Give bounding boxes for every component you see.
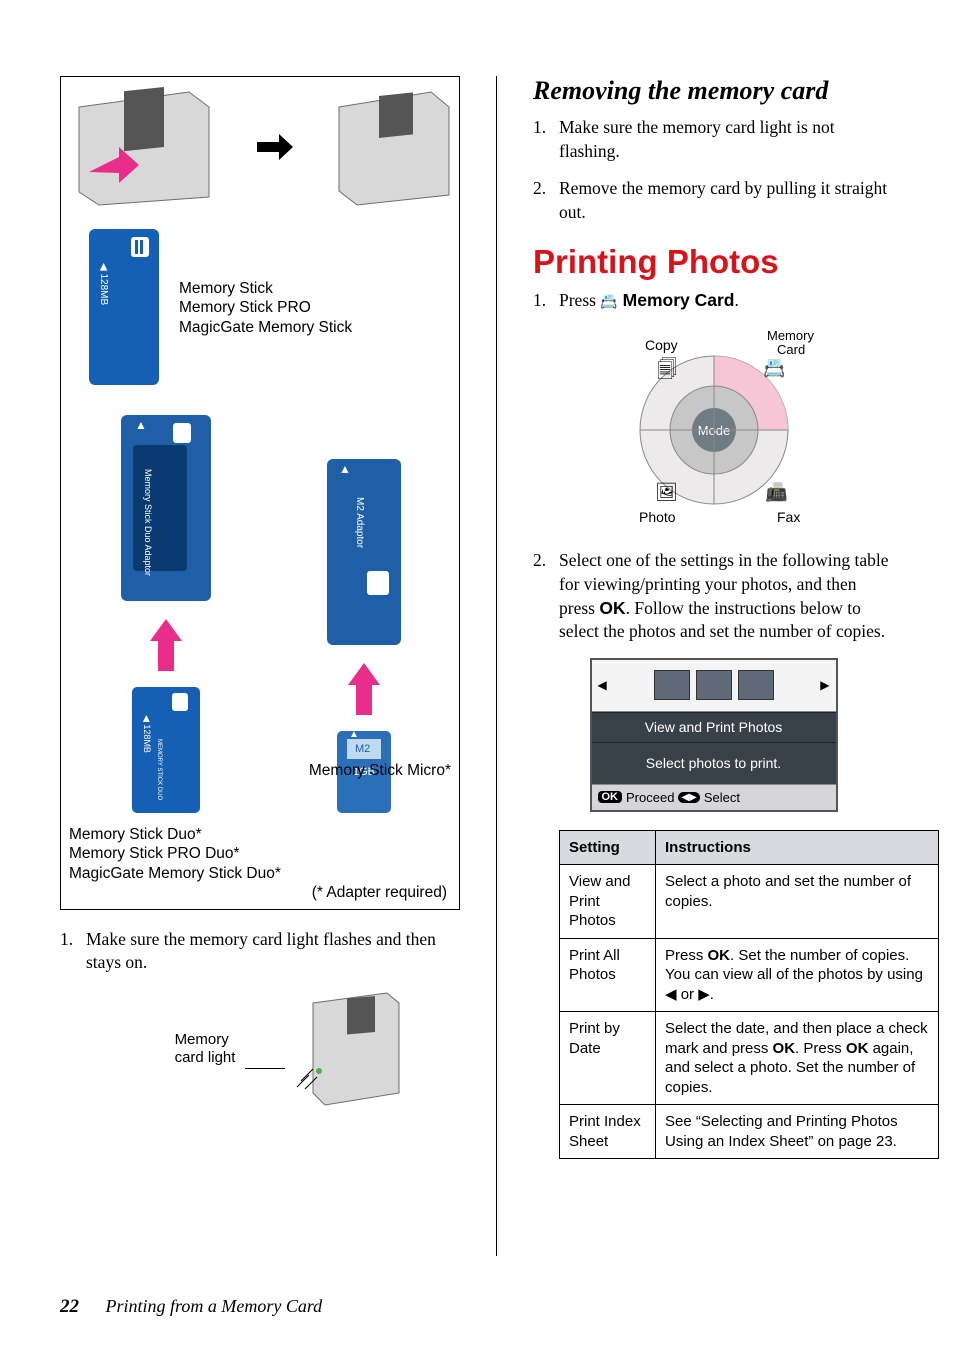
memory-stick-labels: Memory Stick Memory Stick PRO MagicGate … xyxy=(179,279,352,337)
memory-card-compatibility-box: ◀ 128MB Memory Stick Memory Stick PRO Ma… xyxy=(60,76,460,910)
svg-text:Copy: Copy xyxy=(645,337,678,353)
svg-text:Memory: Memory xyxy=(767,328,814,343)
column-divider xyxy=(496,76,497,1256)
table-row: View and Print Photos Select a photo and… xyxy=(560,865,939,939)
table-row: Print by Date Select the date, and then … xyxy=(560,1012,939,1105)
settings-header-setting: Setting xyxy=(560,830,656,865)
svg-text:▲: ▲ xyxy=(339,462,351,476)
printing-step-1: Press 📇 Memory Card. xyxy=(533,289,894,313)
ms-duo-labels: Memory Stick Duo* Memory Stick PRO Duo* … xyxy=(69,825,281,883)
svg-text:🗐: 🗐 xyxy=(657,357,677,381)
svg-text:▲: ▲ xyxy=(135,418,147,432)
left-step-2: Make sure the memory card light flashes … xyxy=(60,928,460,975)
right-arrow-icon xyxy=(255,132,295,162)
up-arrow-icon xyxy=(146,617,186,673)
svg-text:MEMORY STICK DUO: MEMORY STICK DUO xyxy=(156,739,162,800)
card-reader-light-illustration xyxy=(295,989,405,1109)
lcd-row-2: Select photos to print. xyxy=(592,742,836,784)
removing-heading: Removing the memory card xyxy=(533,76,894,106)
settings-header-instructions: Instructions xyxy=(656,830,939,865)
ms-micro-label: Memory Stick Micro* xyxy=(309,761,451,780)
callout-line xyxy=(245,1068,285,1069)
svg-text:📇: 📇 xyxy=(763,358,785,378)
svg-text:🖼: 🖼 xyxy=(655,482,678,502)
m2-adaptor-illustration: M2 Adaptor ▲ xyxy=(309,453,419,653)
removing-step-2: Remove the memory card by pulling it str… xyxy=(533,177,894,224)
lcd-row-1: View and Print Photos xyxy=(592,712,836,742)
lcd-preview: View and Print Photos Select photos to p… xyxy=(590,658,838,812)
svg-text:M2: M2 xyxy=(355,743,370,755)
card-slot-insert-illustration xyxy=(69,87,219,207)
memory-stick-illustration: ◀ 128MB xyxy=(69,223,179,393)
settings-table: Setting Instructions View and Print Phot… xyxy=(559,830,939,1160)
lcd-proceed-text: Proceed xyxy=(626,790,674,805)
printing-photos-heading: Printing Photos xyxy=(533,243,894,281)
svg-text:▲: ▲ xyxy=(349,729,359,740)
table-row: Print All Photos Press OK. Set the numbe… xyxy=(560,938,939,1012)
svg-text:◀ 128MB: ◀ 128MB xyxy=(98,263,109,305)
page-footer: 22 Printing from a Memory Card xyxy=(60,1296,322,1318)
adapter-required-note: (* Adapter required) xyxy=(69,883,451,902)
lcd-nav-icon: ◀▶ xyxy=(678,792,699,803)
table-row: Print Index Sheet See “Selecting and Pri… xyxy=(560,1105,939,1159)
svg-text:◀ 128MB: ◀ 128MB xyxy=(142,715,152,753)
lcd-ok-pill: OK xyxy=(598,791,623,803)
mode-dial-illustration: Mode Copy Memory Card Photo Fax 🗐 📇 🖼 📠 xyxy=(599,326,829,526)
memory-card-light-caption: Memory card light xyxy=(175,1031,236,1067)
ms-duo-adaptor-illustration: Memory Stick Duo Adaptor ▲ xyxy=(101,409,231,609)
page-number: 22 xyxy=(60,1296,79,1317)
svg-text:Card: Card xyxy=(777,342,805,357)
svg-text:M2 Adaptor: M2 Adaptor xyxy=(354,497,365,549)
printing-step-2: Select one of the settings in the follow… xyxy=(533,549,894,644)
svg-text:Fax: Fax xyxy=(777,509,800,525)
chapter-title: Printing from a Memory Card xyxy=(106,1296,323,1316)
up-arrow-icon xyxy=(344,661,384,717)
ms-duo-card-illustration: ◀ 128MB MEMORY STICK DUO xyxy=(118,681,214,821)
svg-text:Memory Stick Duo Adaptor: Memory Stick Duo Adaptor xyxy=(143,469,153,576)
svg-text:Photo: Photo xyxy=(639,509,676,525)
lcd-select-text: Select xyxy=(704,790,740,805)
removing-step-1: Make sure the memory card light is not f… xyxy=(533,116,894,163)
svg-text:📠: 📠 xyxy=(765,481,787,502)
card-slot-inserted-illustration xyxy=(331,87,451,207)
